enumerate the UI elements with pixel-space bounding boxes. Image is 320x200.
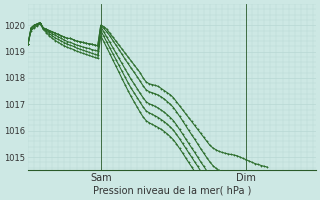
X-axis label: Pression niveau de la mer( hPa ): Pression niveau de la mer( hPa ) bbox=[93, 186, 251, 196]
